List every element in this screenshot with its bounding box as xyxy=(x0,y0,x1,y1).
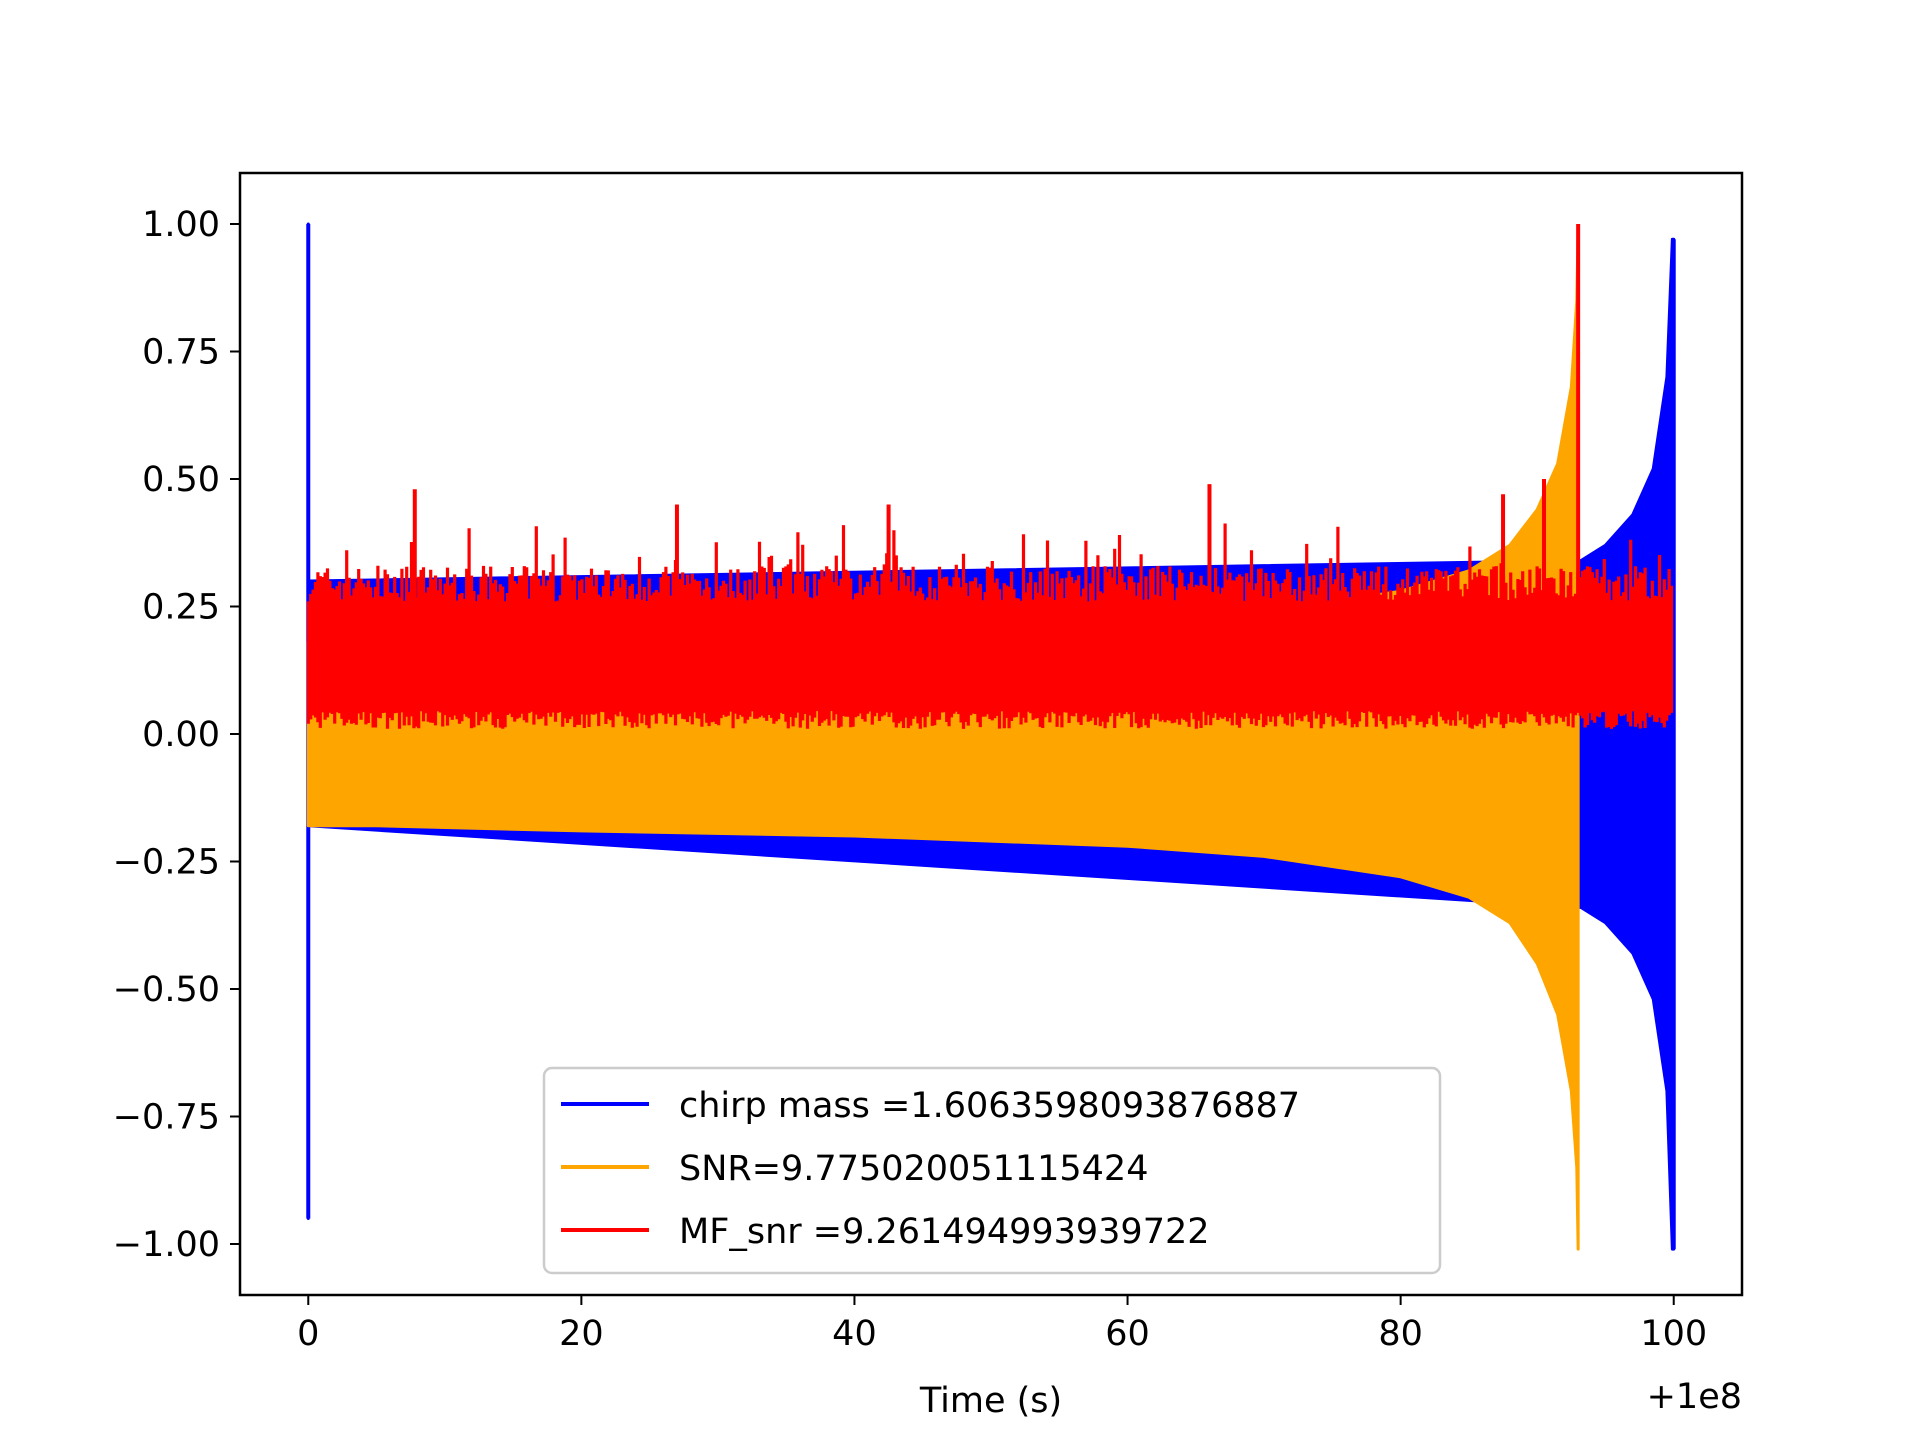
x-tick-label: 60 xyxy=(1105,1314,1150,1354)
legend-label-snr: SNR=9.775020051115424 xyxy=(679,1149,1148,1189)
legend: chirp mass =1.6063598093876887 SNR=9.775… xyxy=(542,1066,1442,1275)
x-tick-label: 40 xyxy=(832,1314,877,1354)
series-layer xyxy=(306,222,1676,1251)
y-tick-label: 0.00 xyxy=(142,715,220,755)
series-mf-snr xyxy=(306,523,1674,729)
x-tick-label: 100 xyxy=(1640,1314,1707,1354)
y-tick-label: 0.25 xyxy=(142,588,220,628)
x-axis-title: Time (s) xyxy=(919,1381,1062,1421)
legend-box xyxy=(542,1066,1442,1275)
y-tick-label: −0.25 xyxy=(113,843,220,883)
y-axis: 1.00 0.75 0.50 0.25 0.00 −0.25 −0.50 −0.75 −1.00 xyxy=(113,205,240,1265)
y-tick-label: 0.75 xyxy=(142,333,220,373)
x-tick-label: 20 xyxy=(559,1314,604,1354)
x-tick-label: 80 xyxy=(1378,1314,1423,1354)
x-axis: 0 20 40 60 80 100 xyxy=(297,1295,1707,1354)
y-tick-label: −0.50 xyxy=(113,970,220,1010)
x-offset-label: +1e8 xyxy=(1647,1377,1742,1417)
y-tick-label: −0.75 xyxy=(113,1098,220,1138)
y-tick-label: 1.00 xyxy=(142,205,220,245)
legend-label-mf-snr: MF_snr =9.261494993939722 xyxy=(679,1212,1210,1252)
x-tick-label: 0 xyxy=(297,1314,319,1354)
legend-label-chirp-mass: chirp mass =1.6063598093876887 xyxy=(679,1086,1300,1126)
y-tick-label: −1.00 xyxy=(113,1225,220,1265)
y-tick-label: 0.50 xyxy=(142,460,220,500)
